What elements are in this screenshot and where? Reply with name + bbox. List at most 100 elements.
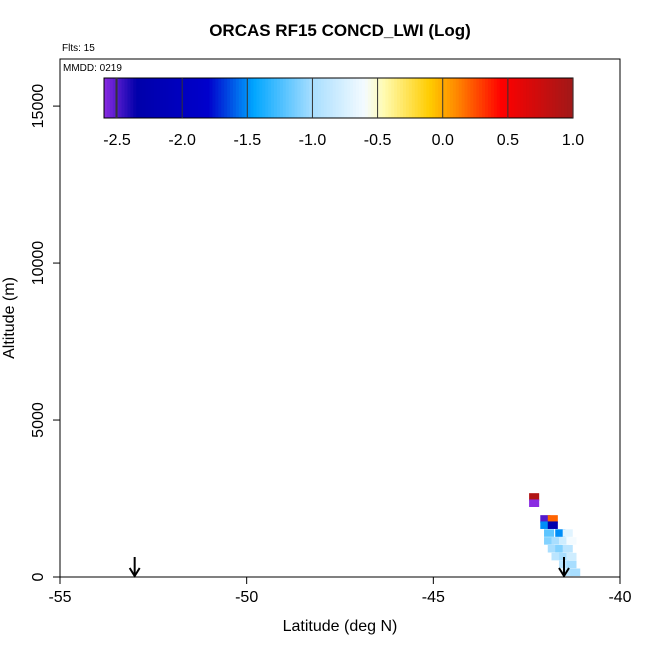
colorbar-segment [529,78,533,118]
colorbar-segment [153,78,158,118]
colorbar-segment [370,78,375,118]
colorbar-segment [156,78,161,118]
colorbar-segment [344,78,348,118]
colorbar-segment [552,78,557,118]
colorbar-segment [326,78,331,118]
data-cell [566,537,577,545]
x-axis-label: Latitude (deg N) [283,618,398,635]
colorbar-segment [215,78,219,118]
colorbar-segment [429,78,433,118]
colorbar-tick-label: 0.0 [432,132,454,149]
colorbar-segment [200,78,205,118]
colorbar-segment [555,78,559,118]
colorbar-segment [332,78,337,118]
colorbar-segment [493,78,498,118]
colorbar-segment [265,78,269,118]
colorbar-segment [546,78,551,118]
colorbar-segment [526,78,530,118]
colorbar-segment [104,78,108,118]
colorbar-segment [420,78,425,118]
colorbar-segment [423,78,428,118]
colorbar-segment [482,78,486,118]
colorbar-segment [150,78,155,118]
down-arrow-icon [558,557,570,578]
y-tick-label: 10000 [30,241,47,286]
colorbar-segment [452,78,457,118]
flight-markers [128,557,570,578]
colorbar-segment [514,78,518,118]
data-cell [547,521,558,529]
colorbar-segment [408,78,413,118]
data-cell [555,529,566,537]
data-cell [566,552,577,561]
colorbar-segment [250,78,255,118]
colorbar-segment [317,78,322,118]
colorbar-segment [127,78,131,118]
colorbar-segment [282,78,287,118]
data-cell [566,560,577,569]
colorbar-segment [367,78,372,118]
colorbar-segment [388,78,392,118]
data-cell [547,515,558,523]
data-cell [551,537,562,545]
colorbar-segment [206,78,211,118]
colorbar-segment [294,78,299,118]
colorbar-segment [227,78,231,118]
colorbar-segment [449,78,454,118]
colorbar-segment [523,78,527,118]
down-arrow-icon [128,557,141,578]
colorbar-segment [438,78,442,118]
colorbar-segment [285,78,290,118]
colorbar-segment [426,78,430,118]
colorbar-segment [259,78,263,118]
chart-title: ORCAS RF15 CONCD_LWI (Log) [209,21,471,40]
colorbar-segment [476,78,480,118]
colorbar-segment [309,78,313,118]
colorbar-segment [329,78,334,118]
data-cell [562,544,573,553]
colorbar-tick-label: -2.5 [103,132,131,149]
data-cell [540,515,551,523]
colorbar-segment [112,78,117,118]
colorbar-segment [174,78,178,118]
colorbar-segment [353,78,357,118]
colorbar-segment [247,78,252,118]
colorbar-segment [464,78,469,118]
colorbar-segment [262,78,266,118]
colorbar-segment [435,78,439,118]
colorbar-segment [177,78,181,118]
colorbar-segment [570,78,574,118]
data-cell [570,568,581,577]
colorbar-segment [373,78,378,118]
data-cell [544,529,555,537]
colorbar-segment [391,78,395,118]
colorbar-segment [446,78,451,118]
colorbar-segment [444,78,448,118]
data-cell [555,544,566,553]
colorbar-segment [168,78,173,118]
data-cell [558,552,570,561]
data-cell [551,552,562,561]
colorbar-segment [297,78,301,118]
colorbar-tick-label: 1.0 [562,132,584,149]
data-cell [529,493,540,501]
colorbar-segment [411,78,416,118]
colorbar-segment [361,78,366,118]
colorbar: -2.5 -2.0 -1.5 -1.0 -0.5 0.0 0.5 1.0 [103,77,584,149]
colorbar-segment [479,78,483,118]
colorbar-segment [467,78,472,118]
colorbar-segment [505,78,510,118]
colorbar-segment [209,78,214,118]
data-cell [547,544,558,553]
colorbar-segment [306,78,310,118]
colorbar-segment [473,78,477,118]
flights-label: Flts: 15 [62,43,95,54]
colorbar-segment [133,78,137,118]
colorbar-segment [549,78,554,118]
colorbar-segment [543,78,548,118]
colorbar-segment [376,78,381,118]
colorbar-segment [499,78,504,118]
colorbar-segment [347,78,351,118]
colorbar-segment [335,78,340,118]
